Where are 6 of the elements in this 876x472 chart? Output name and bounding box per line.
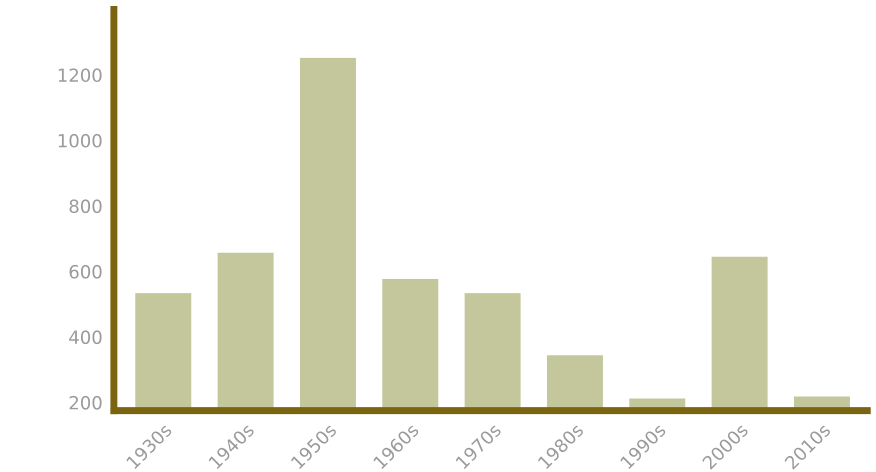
y-tick-label: 200 bbox=[70, 396, 102, 410]
y-tick-label: 400 bbox=[69, 330, 102, 344]
y-tick-label: 1200 bbox=[58, 68, 102, 82]
y-tick-label: 1000 bbox=[58, 134, 102, 148]
y-tick-label: 600 bbox=[70, 264, 102, 279]
y-tick-label: 800 bbox=[70, 199, 102, 214]
